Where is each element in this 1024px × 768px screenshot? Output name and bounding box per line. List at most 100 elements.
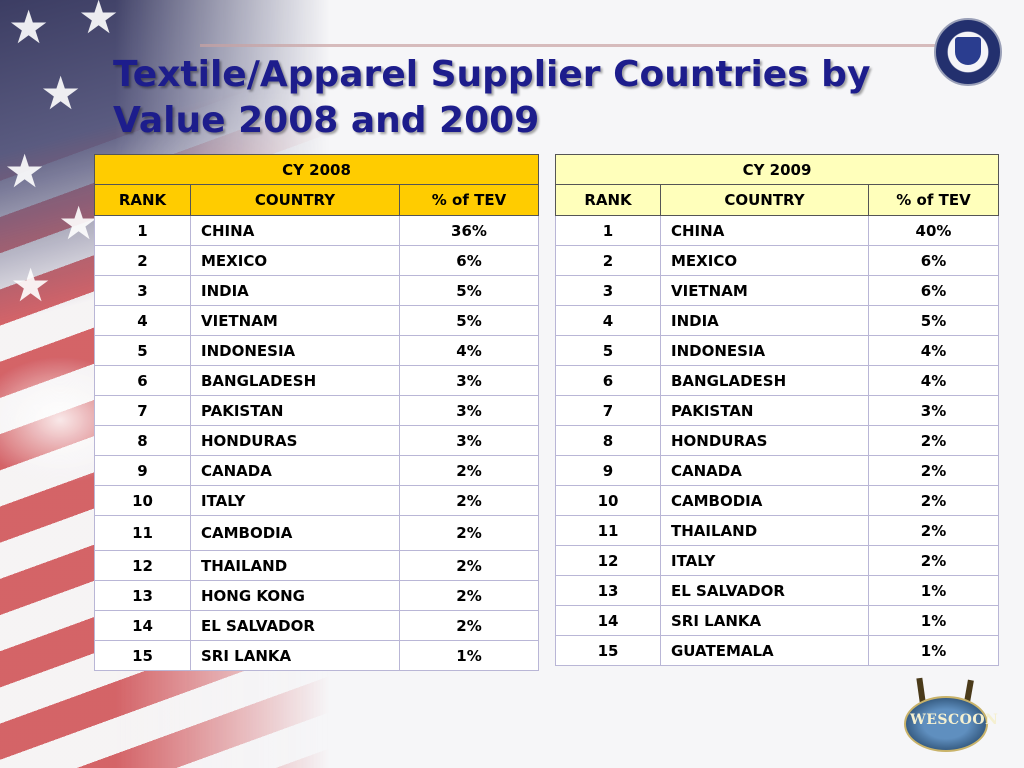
country-cell: HONDURAS <box>190 425 400 456</box>
pct-cell: 6% <box>868 275 999 306</box>
palm-icon <box>916 677 926 703</box>
table-row: 12 ITALY 2% <box>555 545 999 576</box>
star-icon: ★ <box>10 258 52 312</box>
rank-cell: 2 <box>555 245 661 276</box>
pct-cell: 3% <box>399 365 539 396</box>
country-cell: ITALY <box>190 485 400 516</box>
pct-cell: 5% <box>399 305 539 336</box>
rank-cell: 13 <box>555 575 661 606</box>
rank-cell: 9 <box>94 455 191 486</box>
dhs-seal-icon <box>934 18 1002 86</box>
table-row: 11 CAMBODIA 2% <box>94 515 539 551</box>
rank-cell: 9 <box>555 455 661 486</box>
table-row: 13 EL SALVADOR 1% <box>555 575 999 606</box>
logo-text: WESCOON <box>910 712 999 728</box>
table-row: 6 BANGLADESH 3% <box>94 365 539 396</box>
table-row: 2 MEXICO 6% <box>555 245 999 276</box>
rank-cell: 5 <box>94 335 191 366</box>
table-row: 3 VIETNAM 6% <box>555 275 999 306</box>
country-cell: VIETNAM <box>660 275 869 306</box>
table-row: 14 SRI LANKA 1% <box>555 605 999 636</box>
country-cell: GUATEMALA <box>660 635 869 666</box>
pct-cell: 1% <box>868 575 999 606</box>
rank-cell: 11 <box>94 515 191 551</box>
table-row: 7 PAKISTAN 3% <box>555 395 999 426</box>
table-row: 12 THAILAND 2% <box>94 550 539 581</box>
table-row: 2 MEXICO 6% <box>94 245 539 276</box>
rank-cell: 10 <box>555 485 661 516</box>
column-header-rank: RANK <box>555 184 661 216</box>
rank-cell: 11 <box>555 515 661 546</box>
column-header-pct: % of TEV <box>399 184 539 216</box>
table-row: 1 CHINA 40% <box>555 215 999 246</box>
pct-cell: 2% <box>399 485 539 516</box>
table-row: 15 SRI LANKA 1% <box>94 640 539 671</box>
seal-shield-icon <box>955 37 981 65</box>
pct-cell: 3% <box>399 395 539 426</box>
rank-cell: 5 <box>555 335 661 366</box>
column-header-country: COUNTRY <box>660 184 869 216</box>
star-icon: ★ <box>40 66 82 120</box>
table-row: 4 INDIA 5% <box>555 305 999 336</box>
country-cell: BANGLADESH <box>660 365 869 396</box>
rank-cell: 12 <box>555 545 661 576</box>
country-cell: INDIA <box>660 305 869 336</box>
country-cell: PAKISTAN <box>190 395 400 426</box>
rank-cell: 14 <box>555 605 661 636</box>
country-cell: MEXICO <box>190 245 400 276</box>
country-cell: HONG KONG <box>190 580 400 611</box>
rank-cell: 2 <box>94 245 191 276</box>
rank-cell: 10 <box>94 485 191 516</box>
table-cy-2009: CY 2009 RANK COUNTRY % of TEV 1 CHINA 40% 2… <box>555 154 999 666</box>
rank-cell: 14 <box>94 610 191 641</box>
pct-cell: 6% <box>399 245 539 276</box>
pct-cell: 36% <box>399 215 539 246</box>
country-cell: BANGLADESH <box>190 365 400 396</box>
rank-cell: 15 <box>555 635 661 666</box>
pct-cell: 1% <box>399 640 539 671</box>
pct-cell: 1% <box>868 605 999 636</box>
rank-cell: 7 <box>94 395 191 426</box>
rank-cell: 4 <box>555 305 661 336</box>
table-row: 4 VIETNAM 5% <box>94 305 539 336</box>
country-cell: SRI LANKA <box>660 605 869 636</box>
country-cell: CANADA <box>660 455 869 486</box>
country-cell: VIETNAM <box>190 305 400 336</box>
table-row: 8 HONDURAS 2% <box>555 425 999 456</box>
country-cell: CAMBODIA <box>190 515 400 551</box>
header-rule <box>200 44 960 47</box>
star-icon: ★ <box>8 0 50 54</box>
pct-cell: 2% <box>868 515 999 546</box>
pct-cell: 3% <box>399 425 539 456</box>
rank-cell: 1 <box>555 215 661 246</box>
table-row: 3 INDIA 5% <box>94 275 539 306</box>
country-cell: INDIA <box>190 275 400 306</box>
table-row: 14 EL SALVADOR 2% <box>94 610 539 641</box>
column-header-pct: % of TEV <box>868 184 999 216</box>
country-cell: INDONESIA <box>190 335 400 366</box>
table-row: 5 INDONESIA 4% <box>555 335 999 366</box>
pct-cell: 5% <box>868 305 999 336</box>
wescoon-logo-icon: WESCOON <box>896 676 998 756</box>
country-cell: HONDURAS <box>660 425 869 456</box>
pct-cell: 5% <box>399 275 539 306</box>
pct-cell: 2% <box>399 455 539 486</box>
country-cell: THAILAND <box>660 515 869 546</box>
rank-cell: 3 <box>555 275 661 306</box>
rank-cell: 13 <box>94 580 191 611</box>
rank-cell: 6 <box>94 365 191 396</box>
pct-cell: 40% <box>868 215 999 246</box>
table-row: 8 HONDURAS 3% <box>94 425 539 456</box>
pct-cell: 4% <box>868 335 999 366</box>
rank-cell: 12 <box>94 550 191 581</box>
country-cell: INDONESIA <box>660 335 869 366</box>
star-icon: ★ <box>78 0 120 44</box>
table-row: 13 HONG KONG 2% <box>94 580 539 611</box>
rank-cell: 8 <box>94 425 191 456</box>
country-cell: CAMBODIA <box>660 485 869 516</box>
table-row: 7 PAKISTAN 3% <box>94 395 539 426</box>
pct-cell: 2% <box>399 610 539 641</box>
rank-cell: 1 <box>94 215 191 246</box>
table-row: 6 BANGLADESH 4% <box>555 365 999 396</box>
pct-cell: 2% <box>868 425 999 456</box>
